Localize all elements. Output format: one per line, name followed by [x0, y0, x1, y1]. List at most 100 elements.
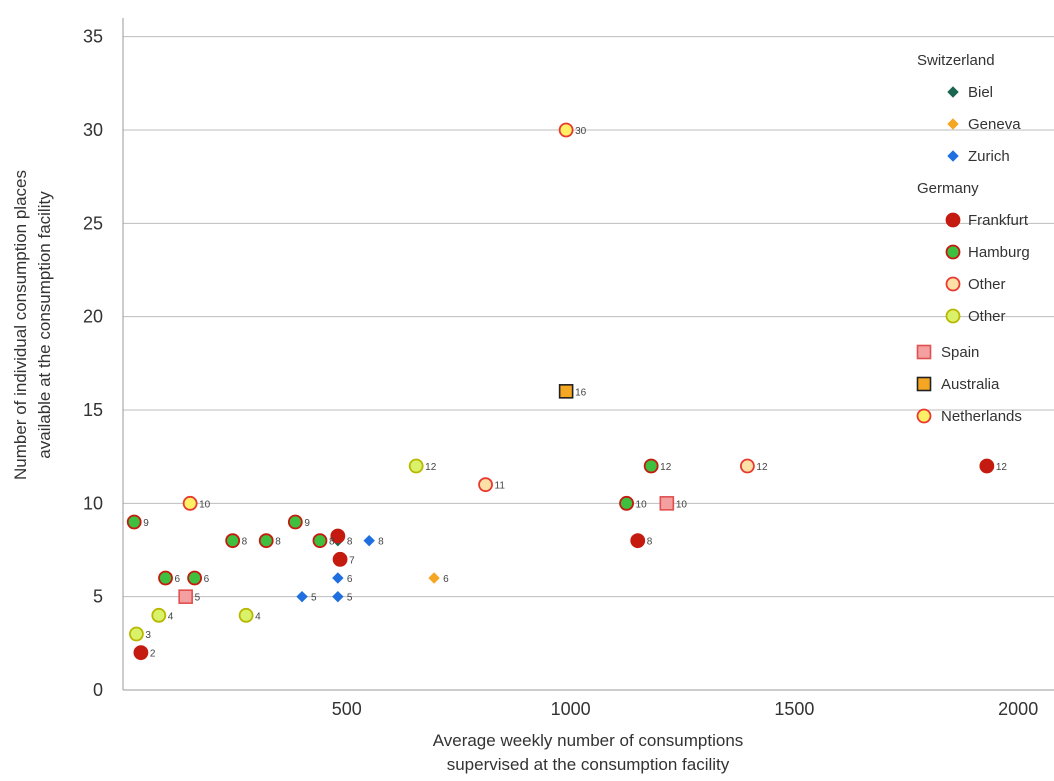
legend-label: Hamburg — [968, 244, 1030, 261]
gridlines — [123, 36, 1054, 598]
x-tick-label: 2000 — [998, 699, 1038, 719]
data-label: 10 — [636, 499, 648, 510]
data-point-hamburg — [312, 533, 328, 549]
data-point-hamburg — [287, 514, 303, 530]
data-label: 5 — [195, 593, 201, 604]
legend-label: Frankfurt — [968, 212, 1029, 229]
y-axis-title-line2: available at the consumption facility — [35, 191, 54, 459]
legend-marker-biel — [947, 86, 959, 98]
legend-label: Zurich — [968, 148, 1010, 165]
data-point-spain — [659, 496, 675, 511]
data-label: 8 — [275, 537, 281, 548]
data-point-frankfurt — [133, 645, 149, 661]
data-point-hamburg — [225, 533, 241, 549]
legend-label: Spain — [941, 344, 979, 361]
y-tick-label: 20 — [83, 307, 103, 327]
data-point-zurich — [363, 534, 375, 547]
data-point-geneva — [428, 572, 440, 584]
data-point-zurich — [332, 572, 344, 584]
legend-label: Other — [968, 276, 1006, 293]
data-point-zurich — [296, 590, 308, 603]
legend-marker-hamburg — [945, 244, 961, 260]
data-label: 5 — [311, 593, 317, 604]
data-label: 8 — [647, 537, 653, 548]
data-point-frankfurt — [630, 533, 646, 549]
data-point-frankfurt — [332, 551, 348, 567]
data-label: 8 — [378, 537, 384, 548]
legend-marker-other — [945, 276, 961, 292]
data-point-frankfurt — [330, 528, 346, 544]
data-label: 5 — [347, 593, 353, 604]
data-label: 10 — [676, 499, 688, 510]
data-label: 6 — [443, 574, 449, 585]
y-tick-label: 35 — [83, 27, 103, 47]
data-label: 2 — [150, 649, 156, 660]
legend-marker-spain — [916, 344, 932, 360]
legend-marker-zurich — [947, 150, 959, 162]
data-point-spain — [178, 589, 193, 604]
data-point-hamburg — [158, 570, 173, 586]
data-label: 9 — [143, 518, 149, 529]
y-tick-label: 5 — [93, 587, 103, 607]
legend-marker-other — [945, 308, 961, 324]
data-label: 16 — [575, 387, 587, 398]
data-point-hamburg — [643, 458, 659, 474]
y-tick-label: 25 — [83, 213, 103, 233]
data-point-other — [238, 607, 254, 623]
data-label: 6 — [204, 574, 210, 585]
data-point-hamburg — [126, 514, 142, 530]
y-tick-label: 0 — [93, 680, 103, 700]
x-tick-label: 500 — [332, 699, 362, 719]
data-label: 10 — [199, 499, 211, 510]
legend-label: Geneva — [968, 116, 1021, 133]
data-point-netherlands — [182, 495, 198, 511]
y-tick-label: 15 — [83, 400, 103, 420]
legend-label: Netherlands — [941, 408, 1022, 425]
data-label: 7 — [349, 555, 355, 566]
data-point-other — [129, 626, 144, 642]
data-point-other — [739, 458, 755, 474]
x-axis-title-line1: Average weekly number of consumptions — [433, 731, 744, 750]
data-label: 4 — [168, 611, 174, 622]
data-label: 3 — [145, 630, 151, 641]
data-point-frankfurt — [979, 458, 995, 474]
axis-titles: Average weekly number of consumptions su… — [11, 170, 743, 774]
data-point-other — [478, 477, 493, 493]
legend-marker-australia — [916, 376, 932, 392]
data-point-other — [151, 607, 167, 623]
data-point-netherlands — [558, 122, 574, 138]
data-label: 12 — [660, 462, 672, 473]
x-axis-title-line2: supervised at the consumption facility — [447, 755, 730, 774]
legend-group-title: Germany — [917, 180, 979, 197]
data-point-hamburg — [258, 533, 274, 549]
data-label: 8 — [329, 537, 335, 548]
data-label: 8 — [242, 537, 248, 548]
legend-label: Australia — [941, 376, 1000, 393]
y-axis-title-line1: Number of individual consumption places — [11, 170, 30, 480]
data-point-australia — [558, 384, 574, 399]
data-label: 12 — [425, 462, 437, 473]
data-point-zurich — [332, 590, 344, 603]
data-point-hamburg — [619, 495, 634, 511]
data-points — [126, 122, 995, 661]
data-label: 6 — [175, 574, 181, 585]
x-tick-label: 1000 — [551, 699, 591, 719]
x-tick-label: 1500 — [774, 699, 814, 719]
data-label: 9 — [304, 518, 310, 529]
legend-label: Biel — [968, 84, 993, 101]
y-tick-label: 30 — [83, 120, 103, 140]
legend-label: Other — [968, 308, 1006, 325]
data-label: 4 — [255, 611, 261, 622]
legend-group-title: Switzerland — [917, 52, 995, 69]
data-label: 30 — [575, 126, 587, 137]
data-label: 6 — [347, 574, 353, 585]
legend-marker-geneva — [947, 118, 959, 130]
data-label: 11 — [495, 481, 506, 492]
axes — [122, 18, 1054, 691]
data-point-hamburg — [187, 570, 203, 586]
data-point-other — [408, 458, 424, 474]
y-tick-label: 10 — [83, 493, 103, 513]
